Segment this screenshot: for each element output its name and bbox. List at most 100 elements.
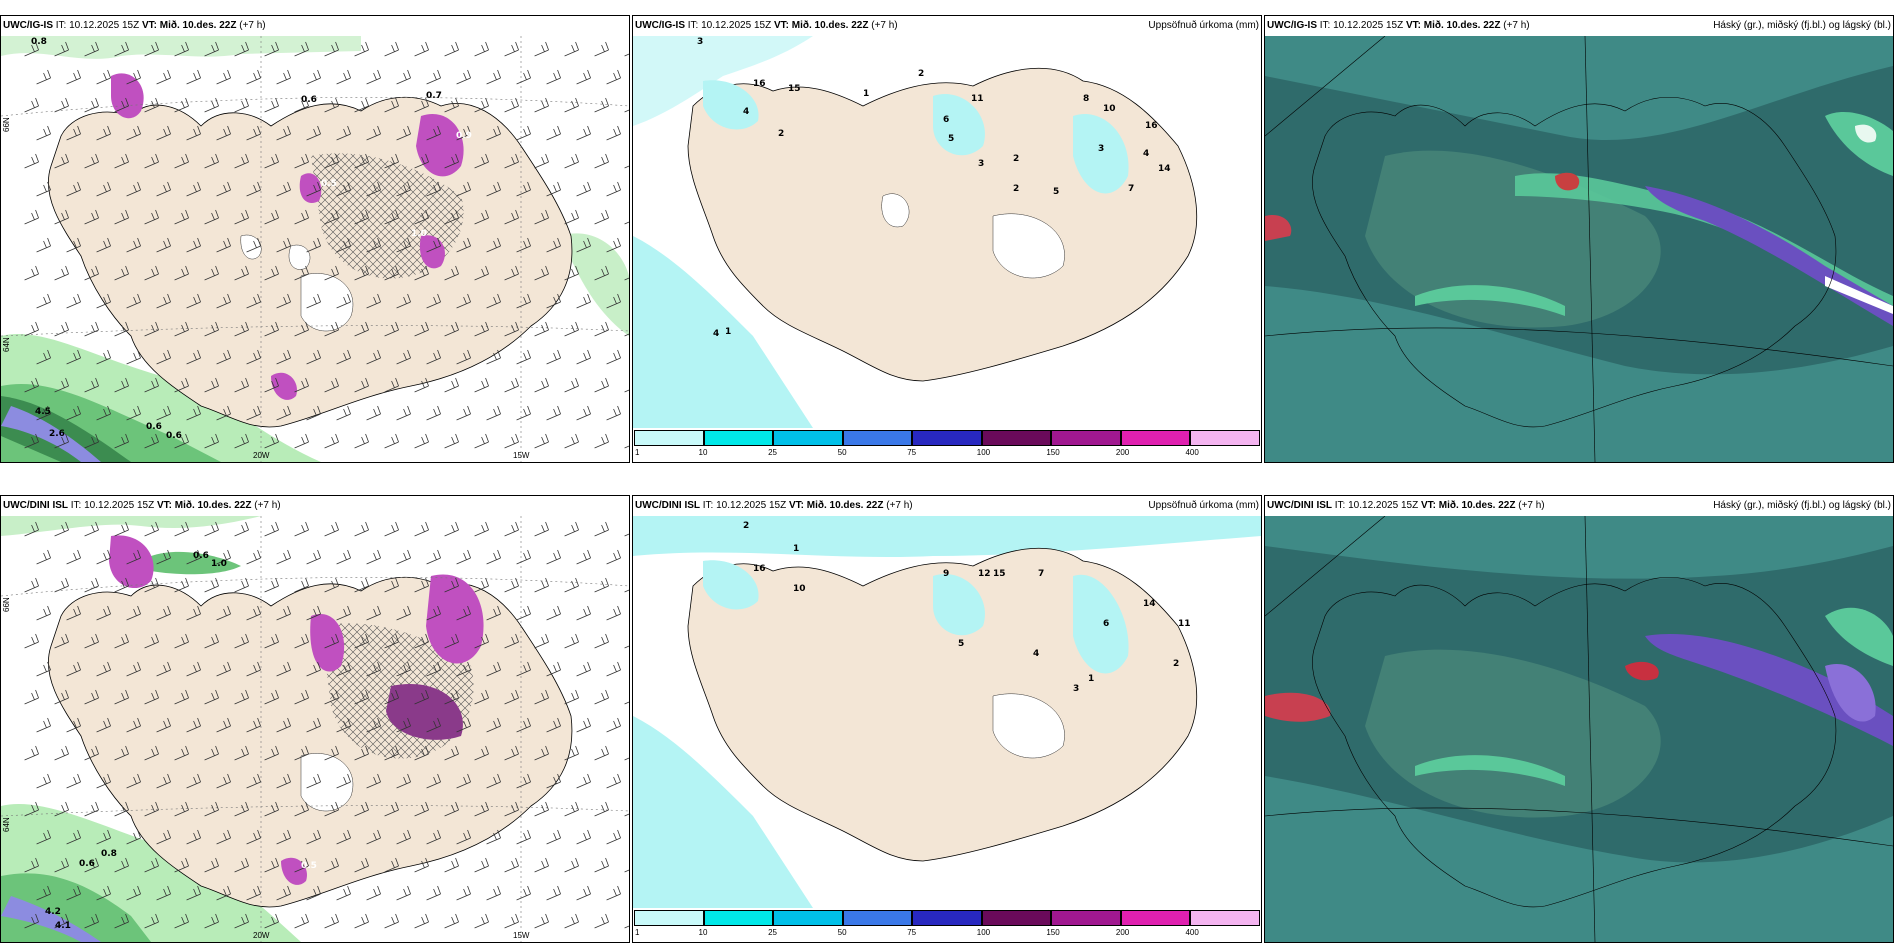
- wind-barb: [216, 405, 231, 421]
- svg-text:16: 16: [753, 564, 766, 574]
- wind-barb: [234, 633, 249, 649]
- wind-precip-map[interactable]: 66N 64N 20W 15W 0.6 1.0 0.8 0.6 4.2 4.1 …: [1, 516, 629, 942]
- wind-barb: [114, 801, 129, 817]
- wind-barb: [354, 577, 369, 593]
- wind-barb: [204, 521, 219, 537]
- wind-barb: [174, 97, 189, 113]
- wind-barb: [504, 153, 519, 169]
- wind-barb: [66, 181, 81, 197]
- wind-barb: [396, 349, 411, 365]
- wind-barb: [174, 433, 189, 449]
- svg-text:0.5: 0.5: [301, 861, 317, 871]
- wind-barb: [144, 265, 159, 281]
- wind-barb: [294, 913, 309, 929]
- wind-barb: [114, 97, 129, 113]
- wind-barb: [174, 209, 189, 225]
- wind-barb: [156, 829, 171, 845]
- wind-precip-map[interactable]: 66N 64N 20W 15W 0.8 0.7 0.6 0.5 0.9 1.0 …: [1, 36, 629, 462]
- wind-barb: [114, 521, 129, 537]
- wind-barb: [144, 801, 159, 817]
- wind-barb: [576, 773, 591, 789]
- wind-barb: [54, 97, 69, 113]
- wind-barb: [264, 433, 279, 449]
- colorbar-tick: 10: [698, 448, 708, 457]
- cloud-cover-map[interactable]: [1265, 516, 1893, 942]
- colorbar-swatch: [912, 910, 982, 926]
- wind-barb: [54, 321, 69, 337]
- wind-barb: [444, 97, 459, 113]
- svg-text:2: 2: [1013, 184, 1019, 194]
- wind-barb: [474, 913, 489, 929]
- wind-barb: [114, 577, 129, 593]
- wind-barb: [354, 689, 369, 705]
- wind-barb: [204, 689, 219, 705]
- wind-barb: [396, 405, 411, 421]
- wind-barb: [336, 125, 351, 141]
- wind-barb: [84, 377, 99, 393]
- wind-barb: [204, 433, 219, 449]
- svg-text:10: 10: [793, 584, 806, 594]
- wind-barb: [474, 377, 489, 393]
- wind-barb: [84, 857, 99, 873]
- wind-barb: [186, 237, 201, 253]
- cloud-cover-map[interactable]: [1265, 36, 1893, 462]
- wind-barb: [384, 745, 399, 761]
- svg-text:2: 2: [918, 69, 924, 79]
- svg-text:0.6: 0.6: [166, 431, 182, 441]
- colorbar-swatch: [981, 430, 1052, 446]
- wind-barb: [576, 237, 591, 253]
- wind-barb: [444, 433, 459, 449]
- wind-barb: [264, 689, 279, 705]
- wind-barb: [66, 661, 81, 677]
- wind-barb: [294, 577, 309, 593]
- wind-barb: [204, 153, 219, 169]
- wind-barb: [396, 549, 411, 565]
- wind-barb: [444, 745, 459, 761]
- wind-barb: [204, 41, 219, 57]
- wind-barb: [594, 857, 609, 873]
- wind-barb: [306, 661, 321, 677]
- wind-barb: [396, 717, 411, 733]
- wind-barb: [324, 801, 339, 817]
- wind-barb: [324, 433, 339, 449]
- wind-barb: [456, 181, 471, 197]
- svg-text:1.0: 1.0: [411, 229, 427, 239]
- wind-barb: [486, 181, 501, 197]
- map-panel-bottom-middle: UWC/DINI ISL IT: 10.12.2025 15Z VT: Mið.…: [632, 495, 1262, 943]
- wind-barb: [246, 661, 261, 677]
- wind-barb: [264, 321, 279, 337]
- svg-text:15: 15: [788, 84, 801, 94]
- wind-barb: [204, 857, 219, 873]
- wind-barb: [486, 293, 501, 309]
- wind-barb: [264, 153, 279, 169]
- wind-barb: [444, 521, 459, 537]
- wind-barb: [24, 913, 39, 929]
- wind-barb: [516, 237, 531, 253]
- wind-barb: [444, 913, 459, 929]
- wind-barb: [174, 377, 189, 393]
- wind-barb: [84, 745, 99, 761]
- precip-map[interactable]: 3 2 1 16 15 4 2 6 5 11 8 10 3 7 2 4 14 1…: [633, 36, 1261, 428]
- wind-barb: [456, 661, 471, 677]
- svg-text:4.1: 4.1: [55, 921, 71, 931]
- wind-barb: [126, 773, 141, 789]
- wind-barb: [186, 181, 201, 197]
- wind-barb: [516, 829, 531, 845]
- wind-barb: [24, 633, 39, 649]
- wind-barb: [246, 125, 261, 141]
- wind-barb: [24, 857, 39, 873]
- svg-text:4: 4: [743, 107, 749, 117]
- svg-text:15W: 15W: [513, 931, 530, 940]
- wind-barb: [516, 181, 531, 197]
- precip-map[interactable]: 2 1 16 10 12 15 9 5 7 6 14 11 3 1 2 4: [633, 516, 1261, 908]
- wind-barb: [174, 321, 189, 337]
- wind-barb: [576, 293, 591, 309]
- wind-barb: [36, 549, 51, 565]
- wind-barb: [216, 349, 231, 365]
- wind-barb: [24, 321, 39, 337]
- wind-barb: [594, 689, 609, 705]
- wind-barb: [126, 885, 141, 901]
- wind-barb: [144, 577, 159, 593]
- svg-text:15: 15: [993, 569, 1006, 579]
- wind-barb: [324, 209, 339, 225]
